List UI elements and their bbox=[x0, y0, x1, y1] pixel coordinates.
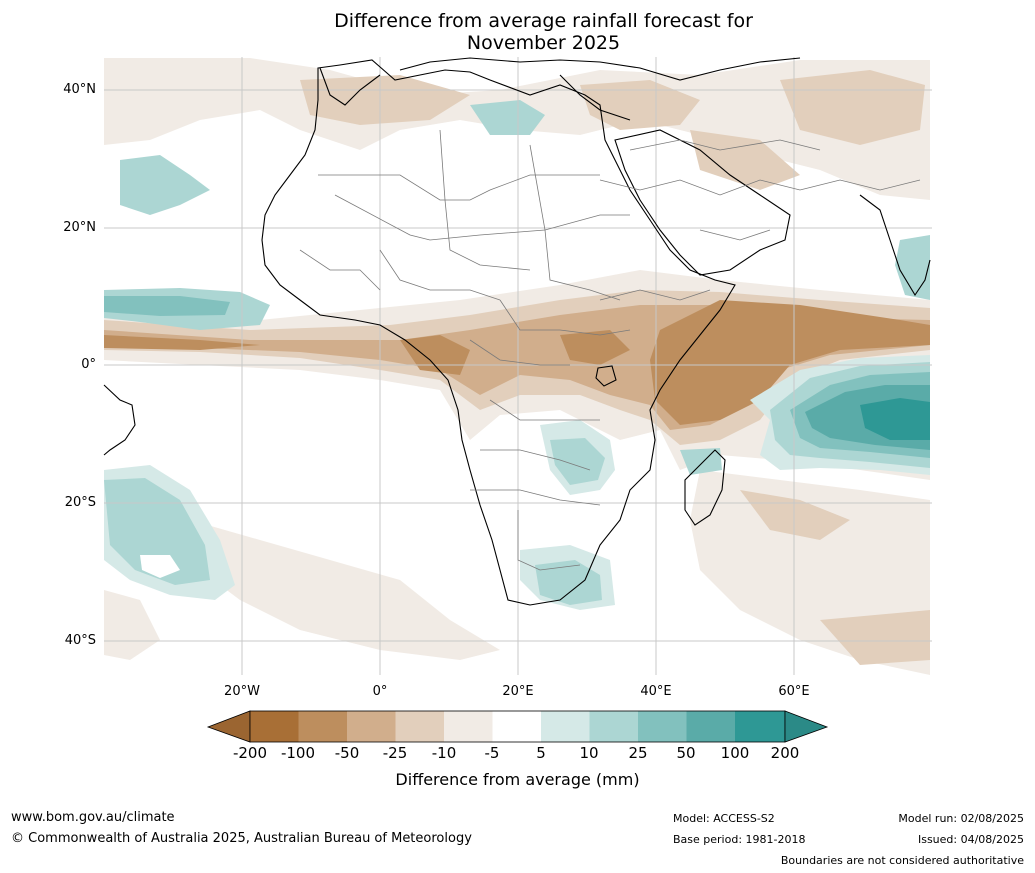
colorbar-tick: 200 bbox=[770, 744, 800, 762]
base-period: Base period: 1981-2018 bbox=[673, 833, 806, 846]
wet-anomaly-region bbox=[860, 398, 930, 440]
colorbar-swatch bbox=[589, 711, 638, 742]
colorbar-swatch bbox=[347, 711, 396, 742]
country-borders bbox=[299, 129, 921, 571]
title-line-2: November 2025 bbox=[466, 32, 621, 54]
colorbar-tick: -50 bbox=[334, 744, 360, 762]
colorbar-swatch bbox=[492, 711, 541, 742]
colorbar-tick: -200 bbox=[232, 744, 268, 762]
lat-label-40n: 40°N bbox=[63, 82, 96, 97]
wet-anomaly-region bbox=[535, 560, 602, 605]
lon-label-20w: 20°W bbox=[224, 684, 260, 699]
colorbar-tick: -100 bbox=[280, 744, 316, 762]
title-line-1: Difference from average rainfall forecas… bbox=[334, 10, 753, 32]
wet-anomaly-region bbox=[140, 555, 180, 578]
coastlines bbox=[103, 57, 931, 606]
colorbar-swatch bbox=[298, 711, 347, 742]
colorbar-swatch bbox=[735, 711, 785, 742]
model-run-date: Model run: 02/08/2025 bbox=[898, 812, 1024, 825]
anomaly-shading bbox=[104, 58, 930, 675]
colorbar-tick: 50 bbox=[676, 744, 696, 762]
colorbar-over-arrow bbox=[784, 710, 829, 743]
colorbar-swatch bbox=[638, 711, 687, 742]
lon-label-0: 0° bbox=[372, 684, 388, 699]
africa-coastline bbox=[261, 59, 736, 606]
europe-coastline bbox=[319, 57, 801, 121]
dry-anomaly-region bbox=[690, 130, 800, 190]
wet-anomaly-region bbox=[550, 438, 605, 485]
wet-anomaly-region bbox=[895, 235, 930, 300]
dry-anomaly-region bbox=[104, 590, 160, 660]
colorbar-tick: -5 bbox=[484, 744, 500, 762]
copyright-text: © Commonwealth of Australia 2025, Austra… bbox=[11, 831, 472, 846]
wet-anomaly-region bbox=[104, 478, 210, 585]
colorbar-under-arrow bbox=[206, 710, 251, 743]
colorbar-swatch bbox=[395, 711, 444, 742]
issued-date: Issued: 04/08/2025 bbox=[917, 833, 1024, 846]
colorbar-tick: 10 bbox=[579, 744, 599, 762]
dry-anomaly-region bbox=[650, 300, 930, 425]
wet-anomaly-region bbox=[120, 155, 210, 215]
south-america-coastline bbox=[103, 384, 136, 456]
lon-label-20e: 20°E bbox=[502, 684, 534, 699]
colorbar-tick: -10 bbox=[431, 744, 457, 762]
lat-label-equator: 0° bbox=[81, 357, 96, 372]
lat-label-40s: 40°S bbox=[64, 633, 96, 648]
lake-victoria bbox=[595, 365, 617, 387]
colorbar-swatch bbox=[686, 711, 735, 742]
colorbar-tick: 100 bbox=[720, 744, 750, 762]
dry-anomaly-region bbox=[780, 70, 925, 145]
lon-label-40e: 40°E bbox=[640, 684, 672, 699]
map-title: Difference from average rainfall forecas… bbox=[0, 10, 1035, 54]
dry-anomaly-region bbox=[300, 75, 470, 125]
colorbar-tick: 25 bbox=[628, 744, 648, 762]
wet-anomaly-region bbox=[104, 296, 230, 316]
colorbar bbox=[206, 710, 829, 743]
madagascar-coastline bbox=[684, 449, 726, 526]
wet-anomaly-region bbox=[470, 100, 545, 135]
lon-label-60e: 60°E bbox=[778, 684, 810, 699]
dry-anomaly-region bbox=[820, 610, 930, 665]
arabia-coastline bbox=[614, 129, 791, 276]
colorbar-swatch bbox=[250, 711, 299, 742]
dry-anomaly-region bbox=[190, 520, 500, 660]
graticule bbox=[104, 57, 932, 675]
dry-anomaly-region bbox=[104, 335, 260, 350]
colorbar-title: Difference from average (mm) bbox=[395, 770, 640, 789]
india-coastline bbox=[859, 194, 931, 297]
colorbar-tick: -25 bbox=[382, 744, 408, 762]
colorbar-swatch bbox=[541, 711, 590, 742]
lat-label-20n: 20°N bbox=[63, 220, 96, 235]
dry-anomaly-region bbox=[560, 330, 630, 365]
dry-anomaly-region bbox=[580, 80, 700, 130]
boundaries-note: Boundaries are not considered authoritat… bbox=[780, 854, 1024, 867]
colorbar-tick: 5 bbox=[536, 744, 546, 762]
wet-anomaly-region bbox=[680, 448, 722, 475]
colorbar-swatch bbox=[444, 711, 493, 742]
website-link[interactable]: www.bom.gov.au/climate bbox=[11, 810, 175, 825]
model-name: Model: ACCESS-S2 bbox=[673, 812, 775, 825]
lat-label-20s: 20°S bbox=[64, 495, 96, 510]
